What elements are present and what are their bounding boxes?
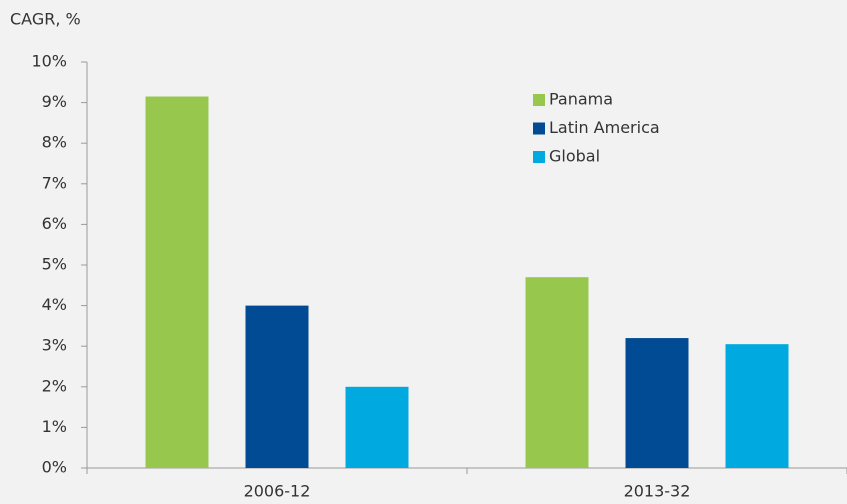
legend-swatch	[533, 122, 545, 135]
y-tick-label: 6%	[42, 214, 67, 233]
bar	[345, 386, 409, 468]
x-tick-label: 2013-32	[624, 482, 691, 501]
y-tick-label: 8%	[42, 133, 67, 152]
y-tick-label: 1%	[42, 417, 67, 436]
y-tick-label: 10%	[31, 52, 67, 71]
y-tick-label: 2%	[42, 376, 67, 395]
y-tick-label: 0%	[42, 458, 67, 477]
y-axis-label: CAGR, %	[10, 10, 81, 29]
y-tick-label: 5%	[42, 255, 67, 274]
bar	[625, 338, 689, 468]
legend-label: Panama	[549, 90, 613, 109]
x-tick-label: 2006-12	[244, 482, 311, 501]
y-tick-label: 7%	[42, 173, 67, 192]
y-tick-label: 4%	[42, 295, 67, 314]
legend-label: Latin America	[549, 118, 660, 137]
bar	[145, 96, 209, 468]
bar	[525, 277, 589, 468]
legend-label: Global	[549, 147, 600, 166]
y-tick-label: 3%	[42, 336, 67, 355]
y-tick-label: 9%	[42, 92, 67, 111]
legend-swatch	[533, 151, 545, 163]
bar	[725, 344, 789, 468]
legend-swatch	[533, 94, 545, 106]
bar	[245, 305, 309, 468]
